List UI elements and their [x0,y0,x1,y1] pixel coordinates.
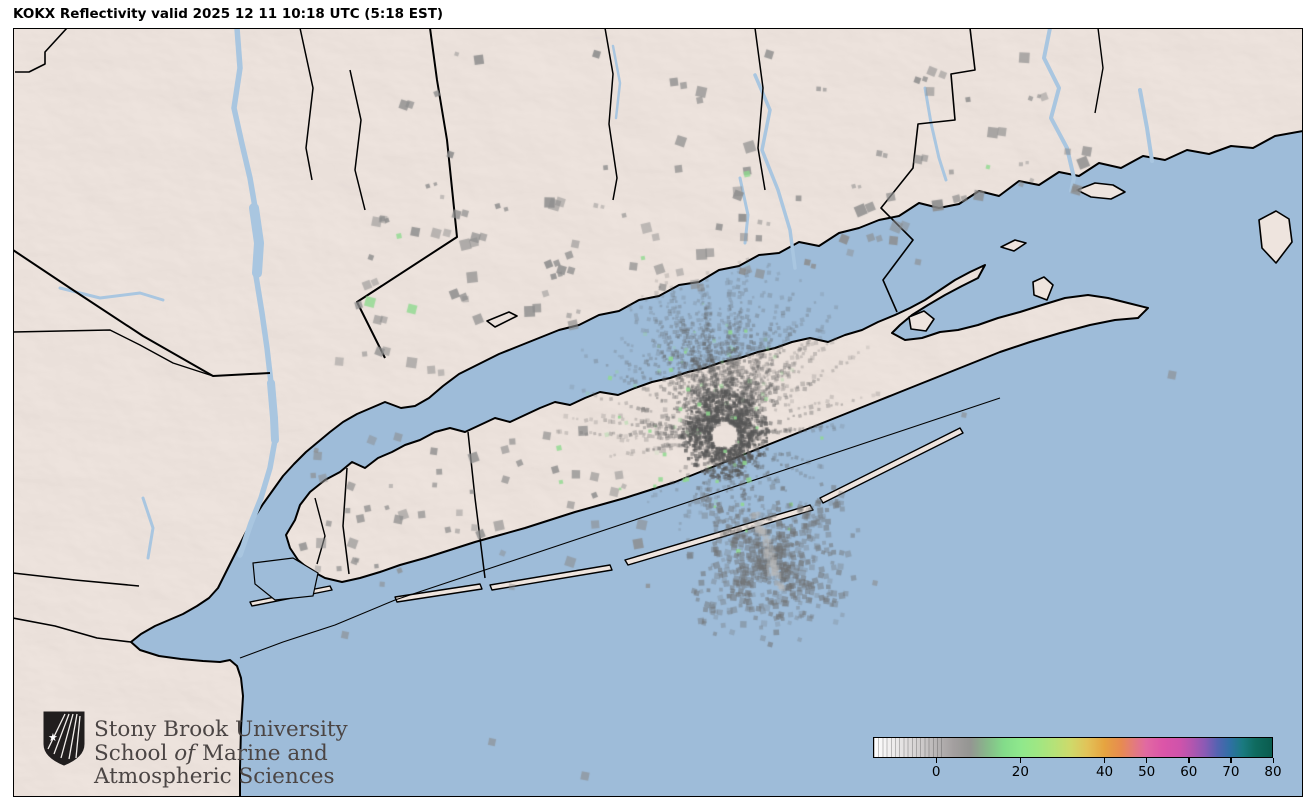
reflectivity-colorbar [873,737,1273,758]
logo-line-1: Stony Brook University [94,717,348,742]
colorbar-discrete-stripes [874,738,946,757]
logo-line-3: Atmospheric Sciences [94,764,335,789]
page-title: KOKX Reflectivity valid 2025 12 11 10:18… [13,6,444,22]
star-icon: ★ [48,731,58,744]
radar-echo-layer [13,28,1303,797]
logo-text: Stony Brook University School of Marine … [94,718,348,789]
logo-line-2: School of Marine and [94,740,328,766]
shield-icon: ★ [43,711,85,766]
stony-brook-logo: ★ Stony Brook University School of Marin… [43,711,348,789]
radar-map: ★ Stony Brook University School of Marin… [13,28,1303,797]
